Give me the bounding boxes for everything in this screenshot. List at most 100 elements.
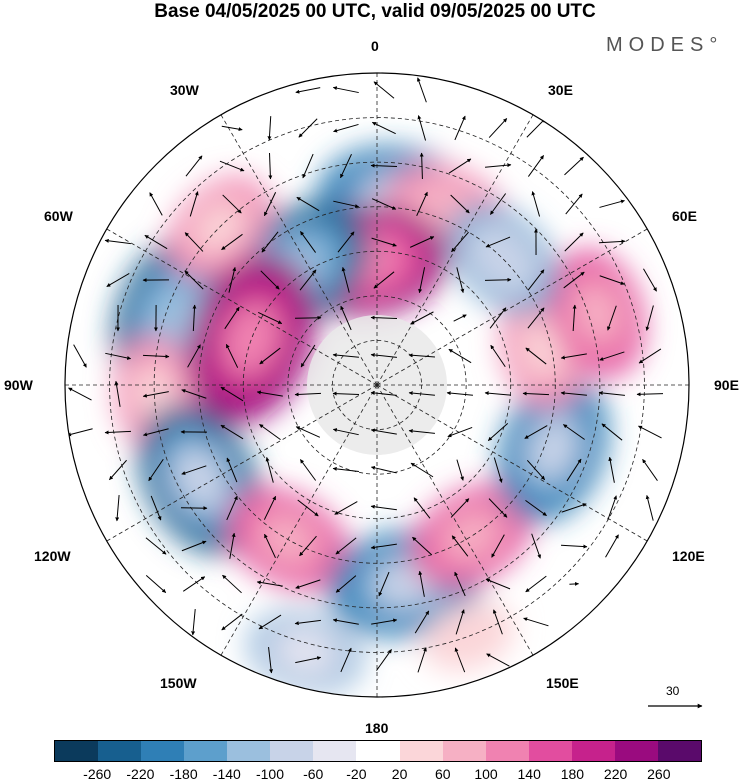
colorbar-swatch (98, 741, 142, 761)
wind-vector (376, 649, 392, 671)
wind-vector (259, 423, 281, 441)
colorbar-swatch (485, 741, 529, 761)
wind-vector (73, 344, 87, 368)
wind-vector (371, 618, 398, 625)
wind-vector (489, 193, 507, 215)
wind-vector (297, 499, 319, 517)
wind-vector (332, 618, 359, 625)
wind-vector (340, 305, 352, 331)
wind-vector (450, 498, 470, 518)
meridian-line (376, 384, 648, 542)
wind-vector (184, 270, 204, 290)
wind-vector (527, 155, 545, 177)
meridian-line (376, 384, 534, 656)
wind-vector (601, 423, 623, 441)
colorbar-swatch (399, 741, 443, 761)
colorbar-swatch (614, 741, 658, 761)
lon-label-180: 180 (365, 720, 389, 736)
wind-vector (189, 191, 199, 217)
wind-vector (333, 123, 359, 133)
wind-vector (259, 347, 281, 365)
wind-vector (335, 537, 357, 555)
wind-vector (408, 353, 436, 358)
colorbar-tick-label: 220 (603, 766, 628, 782)
wind-vector (298, 118, 318, 138)
lon-label-60w: 60W (44, 208, 73, 224)
wind-vector (341, 267, 350, 293)
wind-vector (268, 152, 273, 180)
lon-label-30e: 30E (548, 82, 573, 98)
colorbar-swatch (657, 741, 701, 761)
wind-vector (299, 535, 317, 557)
lon-label-90e: 90E (714, 377, 739, 393)
wind-vector (564, 156, 584, 176)
wind-vector (109, 459, 127, 481)
colorbar-tick-label: -20 (346, 766, 367, 782)
wind-vector (485, 163, 512, 168)
wind-vector (531, 191, 541, 217)
wind-vector (605, 534, 619, 558)
wind-vector (332, 428, 359, 436)
wind-scale-arrow (648, 703, 703, 709)
wind-vector (67, 428, 93, 437)
wind-vector (300, 231, 316, 253)
wind-vector (185, 155, 203, 177)
wind-vector (371, 121, 396, 135)
wind-vector (446, 391, 473, 396)
wind-vector (142, 354, 170, 359)
wind-vector (144, 234, 168, 250)
modes-logo: MODES° (606, 34, 724, 56)
wind-vector (256, 390, 283, 397)
meridian-line (220, 384, 378, 656)
wind-vector (447, 426, 473, 438)
colorbar-swatch (442, 741, 486, 761)
wind-vector (187, 344, 201, 368)
wind-vector (412, 536, 432, 556)
wind-vector (525, 575, 547, 593)
wind-vector (487, 423, 509, 441)
wind-vector (488, 498, 508, 518)
wind-vector (332, 353, 359, 358)
colorbar-tick-label: -100 (255, 766, 285, 782)
wind-vector (454, 115, 466, 141)
colorbar-swatch (528, 741, 572, 761)
wind-vector (149, 192, 163, 216)
wind-vector (182, 576, 206, 592)
colorbar-swatch (356, 741, 400, 761)
wind-vector (563, 271, 585, 289)
wind-vector (642, 459, 658, 481)
meridian-line (106, 384, 378, 542)
anomaly-blob (479, 234, 528, 283)
wind-vector (264, 533, 276, 558)
wind-vector (378, 571, 390, 597)
wind-vector (485, 236, 511, 248)
wind-vector (142, 391, 169, 398)
wind-vector (295, 579, 321, 589)
wind-vector (222, 194, 242, 214)
wind-vector (416, 191, 428, 217)
wind-vector (220, 386, 244, 402)
lon-label-120w: 120W (34, 548, 71, 564)
lon-label-120e: 120E (672, 548, 705, 564)
wind-vector (340, 154, 352, 179)
wind-vector (191, 609, 196, 636)
wind-vector (294, 619, 321, 626)
wind-vector (490, 344, 506, 368)
wind-vector (564, 232, 584, 252)
lon-label-0: 0 (371, 38, 379, 54)
wind-vector (332, 466, 359, 473)
wind-vector (105, 352, 132, 360)
wind-vector (560, 391, 587, 396)
colorbar-tick-label: 140 (517, 766, 541, 782)
wind-vector (526, 459, 546, 481)
wind-vector (599, 351, 625, 361)
wind-vector (68, 387, 92, 401)
wind-vector (114, 380, 121, 407)
map-title: Base 04/05/2025 00 UTC, valid 09/05/2025… (154, 1, 596, 22)
anomaly-blob (523, 324, 562, 376)
wind-vector (565, 193, 583, 215)
wind-vector (115, 495, 120, 522)
wind-vector (527, 307, 545, 329)
meridian-line (106, 228, 378, 386)
wind-vector (638, 425, 662, 439)
